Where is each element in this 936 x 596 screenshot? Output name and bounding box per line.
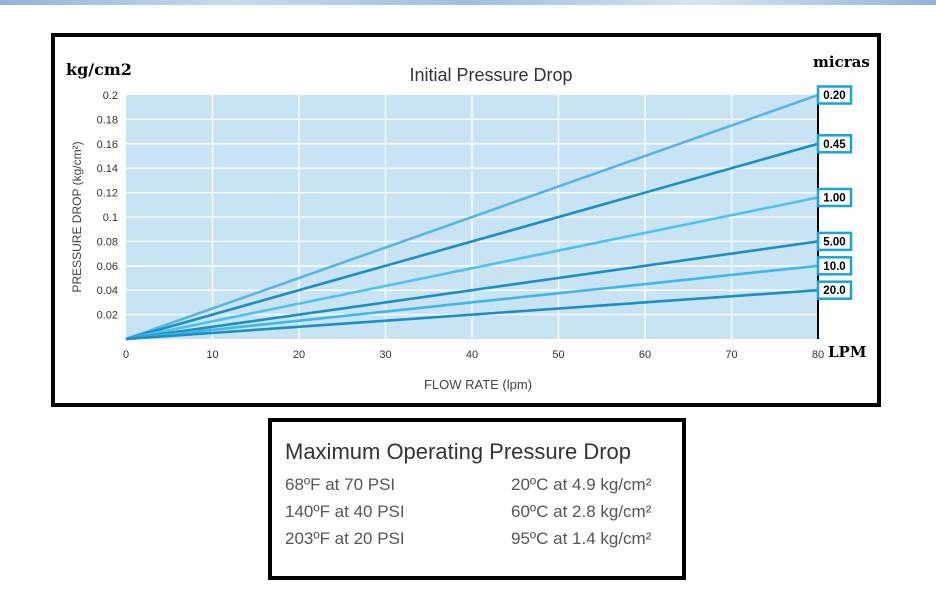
y-tick-label: 0.18 <box>97 114 118 126</box>
x-tick-label: 40 <box>466 349 478 361</box>
series-line-20-0 <box>125 288 819 341</box>
pressure-drop-chart: 0.200.451.005.0010.020.00.020.040.060.08… <box>66 53 870 392</box>
chart-frame: 0.20 0.45 1.00 5.00 10.0 20.0 0.02 0.04 0.06 0.08… <box>51 33 881 407</box>
y-tick-label: 0.04 <box>97 285 118 297</box>
y-tick-label: 0.12 <box>97 188 118 200</box>
y-tick-label: 0.2 <box>103 90 118 102</box>
series-label-box <box>816 256 853 276</box>
series-label: 1.00 <box>823 192 845 204</box>
celsius-cell: 95ºC at 1.4 kg/cm² <box>511 529 652 548</box>
top-decorative-strip <box>0 0 936 5</box>
x-tick-label: 70 <box>725 349 737 361</box>
series-label: 20.0 <box>823 285 845 297</box>
series-label-box <box>816 85 853 105</box>
x-axis-label: FLOW RATE (lpm) <box>424 377 532 392</box>
fahrenheit-cell: 140ºF at 40 PSI <box>285 502 405 521</box>
x-tick-label: 50 <box>552 349 564 361</box>
series-line-0-20 <box>125 93 819 341</box>
y-tick-label: 0.08 <box>97 236 118 248</box>
y-unit-label: kg/cm2 <box>66 60 132 79</box>
y-tick-label: 0.1 <box>103 212 118 224</box>
legend-title: micras <box>813 53 870 71</box>
fahrenheit-cell: 68ºF at 70 PSI <box>285 475 396 494</box>
x-tick-label: 30 <box>379 349 391 361</box>
operating-pressure-table: Maximum Operating Pressure Drop 68ºF at … <box>268 418 686 580</box>
series-label-box <box>816 134 853 154</box>
x-unit-label: LPM <box>828 343 866 361</box>
series-line-10-0 <box>125 264 819 341</box>
series-line-0-45 <box>125 142 819 341</box>
y-axis-label: PRESSURE DROP (kg/cm²) <box>70 141 84 292</box>
celsius-cell: 20ºC at 4.9 kg/cm² <box>511 475 652 494</box>
y-tick-label: 0.16 <box>97 139 118 151</box>
table-title: Maximum Operating Pressure Drop <box>285 439 632 464</box>
fahrenheit-cell: 203ºF at 20 PSI <box>285 529 405 548</box>
series-label-box <box>816 280 853 300</box>
x-tick-label: 10 <box>206 349 218 361</box>
series-line-1-00 <box>125 196 819 341</box>
series-line-5-00 <box>125 240 819 341</box>
celsius-cell: 60ºC at 2.8 kg/cm² <box>511 502 652 521</box>
series-label: 0.45 <box>823 139 846 151</box>
x-tick-label: 60 <box>639 349 651 361</box>
y-tick-label: 0.14 <box>97 163 118 175</box>
y-tick-label: 0.06 <box>97 261 118 273</box>
series-label: 5.00 <box>823 236 845 248</box>
series-label: 0.20 <box>823 90 845 102</box>
series-label: 10.0 <box>823 261 845 273</box>
series-label-box <box>816 187 853 208</box>
x-tick-label: 80 <box>812 349 824 361</box>
x-tick-label: 0 <box>123 349 129 361</box>
y-tick-label: 0.02 <box>97 310 118 322</box>
x-tick-label: 20 <box>293 349 305 361</box>
series-label-box <box>816 231 853 252</box>
chart-title: Initial Pressure Drop <box>409 65 572 85</box>
